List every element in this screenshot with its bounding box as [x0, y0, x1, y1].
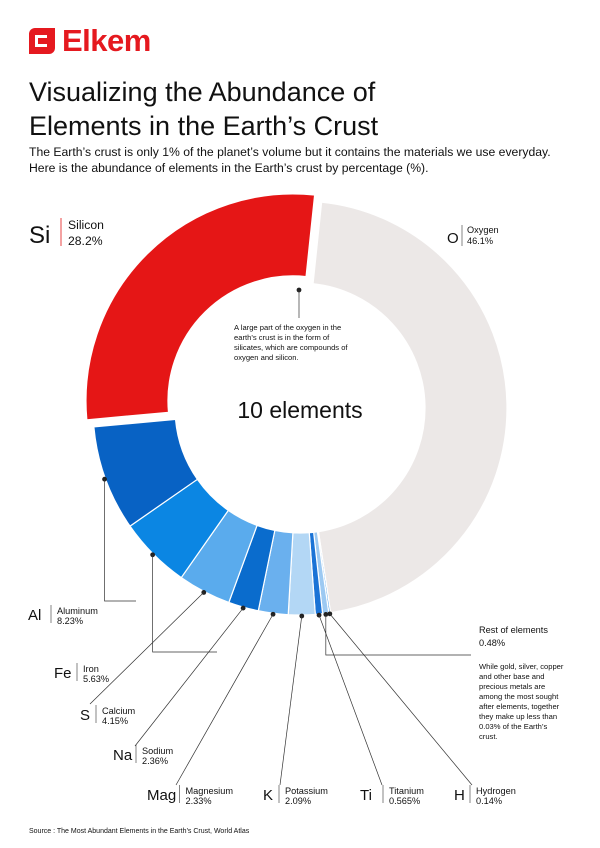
- symbol-titanium: Ti: [360, 787, 372, 804]
- rest-note-line-7: 0.03% of the Earth’s: [479, 722, 547, 731]
- rest-note-line-8: crust.: [479, 732, 498, 741]
- leader-line-magnesium: [175, 614, 274, 786]
- slice-aluminum: [93, 418, 199, 527]
- name-hydrogen: Hydrogen: [476, 786, 516, 796]
- name-iron: Iron: [83, 664, 99, 674]
- symbol-iron: Fe: [54, 665, 72, 682]
- title-line-1: Visualizing the Abundance of: [29, 77, 376, 107]
- rest-note-line-6: they make up less than: [479, 712, 557, 721]
- page-subtitle: The Earth’s crust is only 1% of the plan…: [29, 145, 551, 175]
- rest-note: Rest of elements 0.48% While gold, silve…: [479, 625, 564, 741]
- value-titanium: 0.565%: [389, 796, 420, 806]
- name-silicon: Silicon: [68, 218, 104, 232]
- oxygen-note: A large part of the oxygen in the earth’…: [234, 323, 348, 362]
- leader-lines: [89, 287, 473, 786]
- leader-line-titanium: [318, 615, 383, 786]
- title-line-2: Elements in the Earth’s Crust: [29, 111, 379, 141]
- leader-line-potassium: [279, 615, 303, 786]
- rest-note-line-3: precious metals are: [479, 682, 545, 691]
- source-note: Source : The Most Abundant Elements in t…: [29, 828, 250, 835]
- value-potassium: 2.09%: [285, 796, 311, 806]
- leader-dot-rest-of-elements: [323, 611, 329, 617]
- oxygen-note-line-2: earth’s crust is in the form of: [234, 333, 330, 342]
- leader-line-sodium: [134, 607, 244, 747]
- symbol-silicon: Si: [29, 222, 50, 249]
- oxygen-note-line-4: oxygen and silicon.: [234, 353, 299, 362]
- value-aluminum: 8.23%: [57, 616, 83, 626]
- leader-line-iron: [152, 554, 217, 653]
- symbol-aluminum: Al: [28, 607, 41, 624]
- slice-silicon: [85, 193, 316, 421]
- donut-slices: [85, 193, 508, 616]
- symbol-hydrogen: H: [454, 787, 465, 804]
- name-calcium: Calcium: [102, 706, 136, 716]
- value-silicon: 28.2%: [68, 234, 103, 248]
- value-sodium: 2.36%: [142, 756, 168, 766]
- page-title: Visualizing the Abundance of Elements in…: [29, 75, 574, 143]
- name-oxygen: Oxygen: [467, 225, 499, 235]
- value-calcium: 4.15%: [102, 716, 128, 726]
- center-label: 10 elements: [237, 397, 362, 423]
- leader-line-aluminum: [104, 479, 136, 602]
- rest-note-line-5: after elements, together: [479, 702, 560, 711]
- leader-line-rest-of-elements: [325, 614, 471, 656]
- brand-logo: Elkem: [29, 23, 151, 58]
- oxygen-note-line-1: A large part of the oxygen in the: [234, 323, 341, 332]
- name-titanium: Titanium: [389, 786, 424, 796]
- label-silicon: Si Silicon 28.2%: [29, 218, 104, 249]
- rest-note-title: Rest of elements: [479, 625, 548, 635]
- symbol-magnesium: Mag: [147, 787, 176, 804]
- leader-line-hydrogen: [329, 613, 473, 786]
- name-sodium: Sodium: [142, 746, 173, 756]
- leader-line-calcium: [89, 592, 205, 705]
- symbol-oxygen: O: [447, 230, 459, 247]
- value-hydrogen: 0.14%: [476, 796, 502, 806]
- symbol-potassium: K: [263, 787, 273, 804]
- rest-note-line-2: and other base and: [479, 672, 544, 681]
- rest-note-line-1: While gold, silver, copper: [479, 662, 564, 671]
- name-aluminum: Aluminum: [57, 606, 98, 616]
- oxygen-note-line-3: silicates, which are compounds of: [234, 343, 348, 352]
- rest-note-value: 0.48%: [479, 638, 505, 648]
- slice-oxygen: [312, 201, 508, 614]
- value-oxygen: 46.1%: [467, 236, 493, 246]
- elkem-logo-icon: [29, 28, 55, 54]
- name-magnesium: Magnesium: [186, 786, 234, 796]
- symbol-calcium: S: [80, 707, 90, 724]
- value-magnesium: 2.33%: [186, 796, 212, 806]
- value-iron: 5.63%: [83, 674, 109, 684]
- rest-note-line-4: among the most sought: [479, 692, 559, 701]
- symbol-sodium: Na: [113, 747, 133, 764]
- name-potassium: Potassium: [285, 786, 328, 796]
- brand-name: Elkem: [62, 23, 151, 58]
